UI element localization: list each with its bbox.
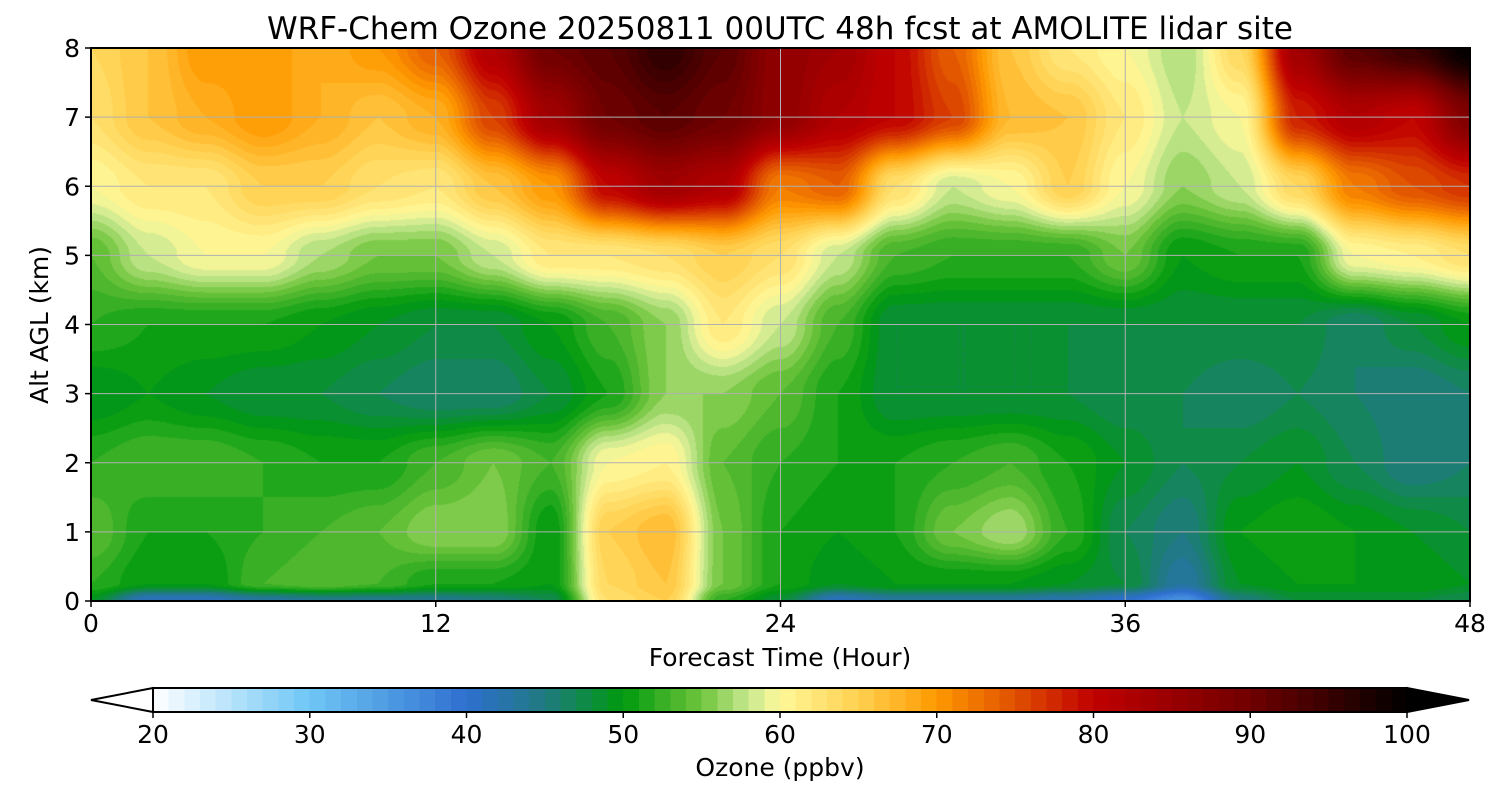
y-axis: 0 1 2 3 4 5 6 7 8 [64,34,91,616]
colorbar-tick-label: 30 [294,720,326,749]
y-tick-label: 5 [64,241,80,270]
colorbar: 20 30 40 50 60 70 80 90 100 Ozone (ppbv) [90,686,1470,782]
colorbar-low-extend [90,686,154,714]
colorbar-tick-label: 50 [607,720,639,749]
colorbar-gradient [153,688,1407,712]
chart-title: WRF-Chem Ozone 20250811 00UTC 48h fcst a… [267,11,1293,47]
y-tick-label: 8 [64,34,80,63]
x-tick-label: 24 [765,609,797,638]
colorbar-tick-label: 80 [1078,720,1110,749]
x-tick-label: 36 [1109,609,1141,638]
colorbar-tick-label: 60 [764,720,796,749]
colorbar-label: Ozone (ppbv) [695,753,864,782]
y-tick-label: 6 [64,172,80,201]
colorbar-tick-label: 40 [451,720,483,749]
colorbar-high-extend [1406,686,1470,714]
x-tick-label: 0 [83,609,99,638]
x-axis-label: Forecast Time (Hour) [649,643,912,672]
colorbar-tick-label: 100 [1383,720,1431,749]
x-tick-label: 48 [1454,609,1486,638]
y-tick-label: 3 [64,380,80,409]
y-tick-label: 7 [64,103,80,132]
y-axis-label: Alt AGL (km) [25,246,54,404]
x-axis: 0 12 24 36 48 [83,601,1486,638]
y-tick-label: 4 [64,311,80,340]
colorbar-tick-label: 20 [137,720,169,749]
colorbar-tick-label: 70 [921,720,953,749]
colorbar-tick-label: 90 [1234,720,1266,749]
y-tick-label: 0 [64,587,80,616]
x-tick-label: 12 [420,609,452,638]
y-tick-label: 2 [64,449,80,478]
colorbar-ticks: 20 30 40 50 60 70 80 90 100 [137,712,1431,749]
y-tick-label: 1 [64,518,80,547]
